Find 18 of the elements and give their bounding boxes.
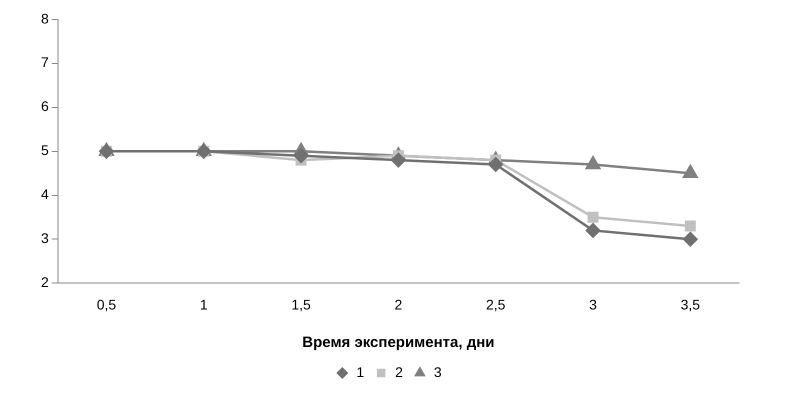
- y-tick-label: 7: [40, 54, 49, 70]
- x-tick-label: 0,5: [96, 296, 116, 312]
- y-tick-label: 6: [40, 98, 49, 114]
- x-tick-label: 3,5: [680, 296, 700, 312]
- x-tick-label: 1,5: [291, 296, 312, 312]
- x-tick-label: 2: [394, 296, 402, 312]
- x-tick-label: 1: [200, 296, 208, 312]
- y-tick-label: 8: [40, 10, 49, 26]
- legend-label: 1: [356, 364, 364, 380]
- x-tick-label: 2,5: [486, 296, 506, 312]
- y-tick-label: 2: [40, 274, 49, 290]
- y-tick-label: 3: [40, 230, 49, 246]
- legend-label: 2: [395, 364, 404, 380]
- x-axis-title: Время эксперимента, дни: [302, 334, 494, 352]
- y-tick-label: 4: [40, 186, 49, 202]
- legend-label: 3: [434, 364, 442, 380]
- x-tick-label: 3: [589, 296, 598, 312]
- y-tick-label: 5: [40, 142, 49, 158]
